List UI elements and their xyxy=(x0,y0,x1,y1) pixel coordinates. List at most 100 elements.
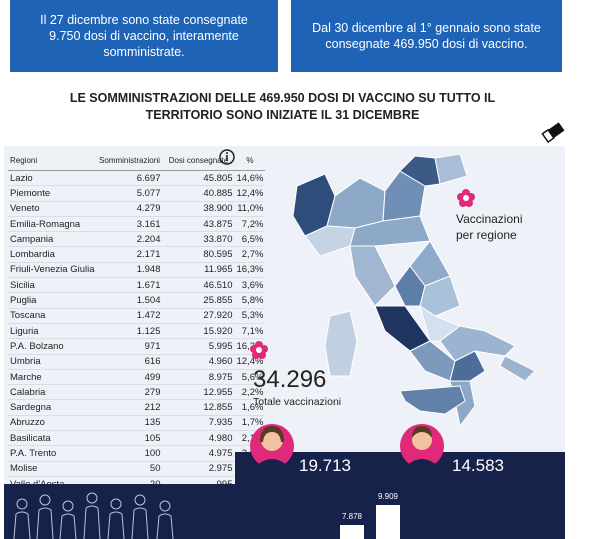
table-row: Umbria 616 4.960 12,4% xyxy=(8,354,266,370)
cell-number: 1.472 xyxy=(96,308,163,324)
cell-number: 45.805 xyxy=(162,170,235,187)
table-row: Veneto 4.279 38.900 11,0% xyxy=(8,201,266,217)
cell-number: 11,0% xyxy=(234,201,266,217)
table-row: Lazio 6.697 45.805 14,6% xyxy=(8,170,266,187)
title-line: LE SOMMINISTRAZIONI DELLE 469.950 DOSI D… xyxy=(69,91,496,105)
table-row: Lombardia 2.171 80.595 2,7% xyxy=(8,246,266,263)
cell-region: P.A. Trento xyxy=(8,445,97,462)
cell-number: 25.855 xyxy=(162,292,235,309)
flower-icon xyxy=(250,341,268,359)
cell-region: Molise xyxy=(8,461,97,477)
table-row: Campania 2.204 33.870 6,5% xyxy=(8,231,266,248)
cell-number: 7,2% xyxy=(234,216,266,233)
male-count: 14.583 xyxy=(452,456,504,475)
female-icon xyxy=(250,424,294,468)
italy-map xyxy=(292,153,536,428)
cell-number: 100 xyxy=(96,445,163,462)
box-line: consegnate 469.950 dosi di vaccino. xyxy=(325,37,528,51)
table-row: Calabria 279 12.955 2,2% xyxy=(8,384,266,401)
cell-region: Campania xyxy=(8,231,97,248)
cell-number: 7.935 xyxy=(162,415,235,432)
cell-number: 2.171 xyxy=(96,246,163,263)
cell-number: 7,1% xyxy=(234,323,266,340)
table-row: Friuli-Venezia Giulia 1.948 11.965 16,3% xyxy=(8,262,266,279)
cell-number: 27.920 xyxy=(162,308,235,324)
table-row: P.A. Bolzano 971 5.995 16,2% xyxy=(8,338,266,355)
cell-region: P.A. Bolzano xyxy=(8,338,97,355)
info-icon[interactable] xyxy=(218,148,238,166)
cell-number: 80.595 xyxy=(162,246,235,263)
cell-number: 6.697 xyxy=(96,170,163,187)
cell-number: 4.980 xyxy=(162,430,235,447)
table-row: Abruzzo 135 7.935 1,7% xyxy=(8,415,266,432)
cell-number: 38.900 xyxy=(162,201,235,217)
cell-number: 15.920 xyxy=(162,323,235,340)
cell-number: 2,7% xyxy=(234,246,266,263)
total-value: 34.296 xyxy=(253,366,327,393)
cell-number: 33.870 xyxy=(162,231,235,248)
cell-region: Abruzzo xyxy=(8,415,97,432)
cell-region: Veneto xyxy=(8,201,97,217)
cell-region: Liguria xyxy=(8,323,97,340)
cell-region: Lombardia xyxy=(8,246,97,263)
cell-region: Toscana xyxy=(8,308,97,324)
eraser-icon[interactable] xyxy=(540,122,568,144)
cell-number: 5,6% xyxy=(234,369,266,386)
box-line: 9.750 dosi di vaccino, interamente xyxy=(49,29,239,43)
cell-number: 5.077 xyxy=(96,185,163,202)
flower-icon xyxy=(457,189,475,207)
box-line: somministrate. xyxy=(103,45,185,59)
cell-number: 5.995 xyxy=(162,338,235,355)
headline: LE SOMMINISTRAZIONI DELLE 469.950 DOSI D… xyxy=(0,90,565,124)
cell-number: 43.875 xyxy=(162,216,235,233)
total-label: Totale vaccinazioni xyxy=(253,396,342,408)
cell-region: Sardegna xyxy=(8,399,97,416)
column-header: Regioni xyxy=(8,150,97,171)
cell-number: 14,6% xyxy=(234,170,266,187)
cell-number: 12.955 xyxy=(162,384,235,401)
cell-number: 1.125 xyxy=(96,323,163,340)
box-line: Il 27 dicembre sono state consegnate xyxy=(40,13,248,27)
crowd-icon xyxy=(13,492,174,539)
cell-number: 279 xyxy=(96,384,163,401)
cell-number: 212 xyxy=(96,399,163,416)
cell-number: 3.161 xyxy=(96,216,163,233)
table-row: Toscana 1.472 27.920 5,3% xyxy=(8,308,266,324)
bar xyxy=(376,505,400,539)
cell-number: 2.975 xyxy=(162,461,235,477)
cell-number: 5,8% xyxy=(234,292,266,309)
cell-number: 16,3% xyxy=(234,262,266,279)
label-line: Vaccinazioni xyxy=(456,212,523,226)
cell-region: Basilicata xyxy=(8,430,97,447)
cell-number: 1.671 xyxy=(96,277,163,294)
male-icon xyxy=(400,424,444,468)
cell-number: 6,5% xyxy=(234,231,266,248)
cell-number: 2,2% xyxy=(234,384,266,401)
cell-number: 4.975 xyxy=(162,445,235,462)
cell-region: Sicilia xyxy=(8,277,97,294)
cell-number: 40.885 xyxy=(162,185,235,202)
cell-number: 2.204 xyxy=(96,231,163,248)
info-box: Il 27 dicembre sono state consegnate 9.75… xyxy=(10,0,278,72)
cell-number: 135 xyxy=(96,415,163,432)
table-row: Sicilia 1.671 46.510 3,6% xyxy=(8,277,266,294)
cell-number: 12.855 xyxy=(162,399,235,416)
table-row: Marche 499 8.975 5,6% xyxy=(8,369,266,386)
cell-number: 971 xyxy=(96,338,163,355)
title-line: TERRITORIO SONO INIZIATE IL 31 DICEMBRE xyxy=(145,108,420,122)
cell-region: Piemonte xyxy=(8,185,97,202)
table-row: Sardegna 212 12.855 1,6% xyxy=(8,399,266,416)
table-row: Liguria 1.125 15.920 7,1% xyxy=(8,323,266,340)
cell-region: Lazio xyxy=(8,170,97,187)
cell-number: 4.279 xyxy=(96,201,163,217)
cell-region: Marche xyxy=(8,369,97,386)
cell-region: Puglia xyxy=(8,292,97,309)
region-table: Regioni Somministrazioni Dosi consegnate% L… xyxy=(8,150,266,493)
cell-number: 5,3% xyxy=(234,308,266,324)
cell-number: 8.975 xyxy=(162,369,235,386)
bar-label: 7.878 xyxy=(341,512,363,521)
label-line: per regione xyxy=(456,228,517,242)
